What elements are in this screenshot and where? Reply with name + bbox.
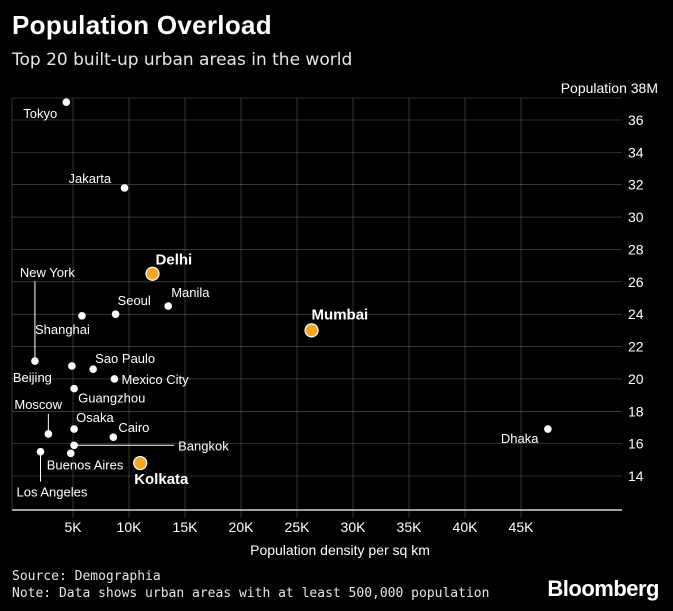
point-label: Sao Paulo (95, 351, 155, 366)
point-label: Mexico City (121, 372, 189, 387)
x-tick-label: 45K (509, 519, 535, 535)
x-axis-label: Population density per sq km (250, 542, 430, 558)
y-tick-label: 22 (628, 339, 644, 355)
point-label: Moscow (14, 397, 62, 412)
y-tick-label: 32 (628, 177, 644, 193)
data-note: Note: Data shows urban areas with at lea… (12, 586, 490, 601)
y-tick-label: 34 (628, 144, 644, 160)
point-label: Guangzhou (78, 391, 145, 406)
x-tick-label: 25K (285, 519, 311, 535)
bloomberg-logo: Bloomberg (547, 576, 659, 601)
point-label: Bangkok (178, 438, 229, 453)
point-label: Buenos Aires (47, 457, 124, 472)
point-label: Beijing (13, 370, 52, 385)
x-tick-label: 30K (341, 519, 367, 535)
point-label: Delhi (156, 252, 193, 269)
x-tick-label: 40K (453, 519, 479, 535)
x-tick-label: 15K (173, 519, 199, 535)
highlight-point (304, 323, 319, 338)
data-point (120, 184, 129, 192)
x-tick-label: 35K (397, 519, 423, 535)
data-point (109, 433, 118, 441)
data-point (164, 302, 172, 310)
chart-title: Population Overload (12, 10, 272, 40)
y-axis-top-label: Population 38M (561, 80, 658, 96)
data-point (31, 357, 39, 365)
data-point (68, 362, 76, 370)
data-point (70, 384, 78, 393)
data-point (110, 375, 119, 383)
y-tick-label: 24 (628, 306, 644, 322)
highlight-point (145, 266, 160, 281)
data-point (62, 98, 71, 106)
chart-subtitle: Top 20 built-up urban areas in the world (12, 50, 353, 70)
source-note: Source: Demographia (12, 569, 161, 584)
point-label: Jakarta (69, 171, 112, 186)
data-point (44, 430, 53, 438)
x-tick-label: 5K (64, 519, 82, 535)
y-tick-label: 28 (628, 241, 644, 257)
point-label: Osaka (76, 410, 114, 425)
y-tick-label: 36 (628, 112, 644, 128)
y-tick-label: 30 (628, 209, 644, 225)
point-label: Seoul (118, 293, 151, 308)
x-tick-label: 10K (117, 519, 143, 535)
y-tick-label: 14 (628, 468, 644, 484)
data-point (66, 449, 75, 458)
y-tick-label: 26 (628, 274, 644, 290)
x-tick-label: 20K (229, 519, 255, 535)
data-point (36, 447, 45, 456)
point-label: Manila (171, 285, 210, 300)
y-tick-label: 18 (628, 403, 644, 419)
data-point (78, 312, 86, 320)
highlight-point (133, 455, 148, 471)
point-label: Mumbai (312, 306, 369, 323)
point-label: Shanghai (35, 322, 90, 337)
data-point (89, 365, 97, 374)
y-tick-label: 16 (628, 436, 644, 452)
point-label: Kolkata (134, 471, 189, 488)
point-label: Los Angeles (17, 485, 88, 500)
data-point (111, 310, 120, 318)
point-label: Dhaka (501, 431, 539, 446)
data-point (70, 441, 78, 450)
y-tick-label: 20 (628, 371, 644, 387)
point-label: Tokyo (23, 106, 57, 121)
point-label: Cairo (118, 420, 149, 435)
data-point (544, 425, 552, 433)
point-label: New York (20, 265, 75, 280)
data-point (70, 425, 78, 433)
